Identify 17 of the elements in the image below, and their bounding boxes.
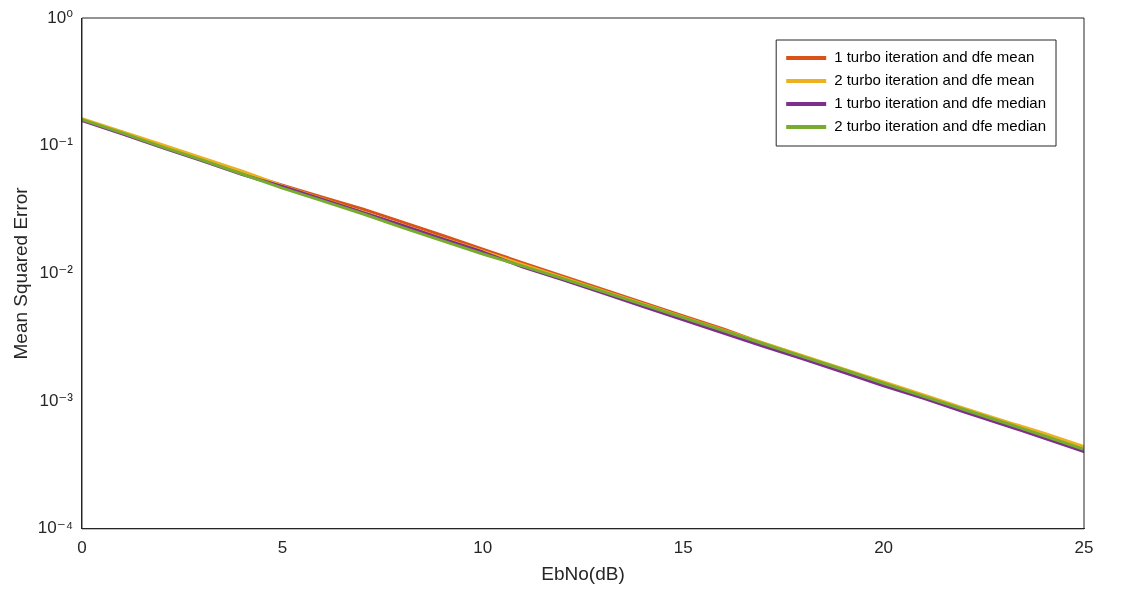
y-tick-label: 10⁰ (47, 7, 74, 27)
x-tick-label: 10 (473, 537, 493, 557)
y-tick-label: 10⁻¹ (39, 135, 74, 155)
x-tick-label: 0 (77, 537, 87, 557)
legend-label: 2 turbo iteration and dfe mean (834, 71, 1035, 89)
x-axis-title: EbNo(dB) (541, 562, 625, 584)
x-tick-label: 5 (277, 537, 288, 557)
x-tick-label: 25 (1074, 537, 1094, 557)
legend-label: 1 turbo iteration and dfe median (834, 94, 1046, 112)
x-tick-label: 20 (874, 537, 894, 557)
legend-label: 2 turbo iteration and dfe median (834, 117, 1046, 135)
y-tick-label: 10⁻² (39, 263, 74, 283)
y-tick-label: 10⁻⁴ (37, 518, 73, 538)
x-tick-label: 15 (673, 537, 693, 557)
y-tick-label: 10⁻³ (39, 390, 74, 410)
legend-label: 1 turbo iteration and dfe mean (834, 48, 1035, 66)
y-axis-title: Mean Squared Error (9, 186, 31, 360)
